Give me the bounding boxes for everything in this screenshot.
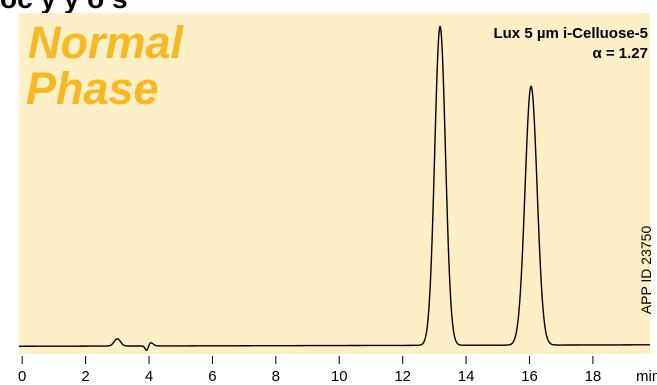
x-tick-label-10: 10	[331, 368, 348, 385]
app-id-label: APP ID 23750	[638, 226, 654, 315]
x-tick-label-12: 12	[394, 368, 411, 385]
chromatogram-trace	[19, 25, 650, 352]
phase-label-line2: Phase	[26, 63, 159, 114]
phase-label-line1: Normal	[28, 17, 185, 68]
x-tick-label-18: 18	[585, 368, 602, 385]
x-tick-label-8: 8	[272, 368, 280, 385]
alpha-annotation: α = 1.27	[592, 45, 648, 62]
background-band	[19, 13, 650, 354]
x-tick-label-2: 2	[81, 368, 89, 385]
x-axis: 0 2 4 6 8 10 12 14 16 18 min	[18, 356, 657, 385]
cut-off-heading: oc y y o s	[0, 0, 128, 14]
x-tick-label-4: 4	[145, 368, 153, 385]
x-axis-unit-label: min	[636, 368, 657, 385]
x-tick-label-14: 14	[458, 368, 475, 385]
x-tick-label-6: 6	[208, 368, 216, 385]
x-tick-label-0: 0	[18, 368, 26, 385]
x-tick-label-16: 16	[521, 368, 538, 385]
column-annotation: Lux 5 µm i-Celluose-5	[493, 25, 648, 42]
trace-group	[19, 25, 650, 352]
